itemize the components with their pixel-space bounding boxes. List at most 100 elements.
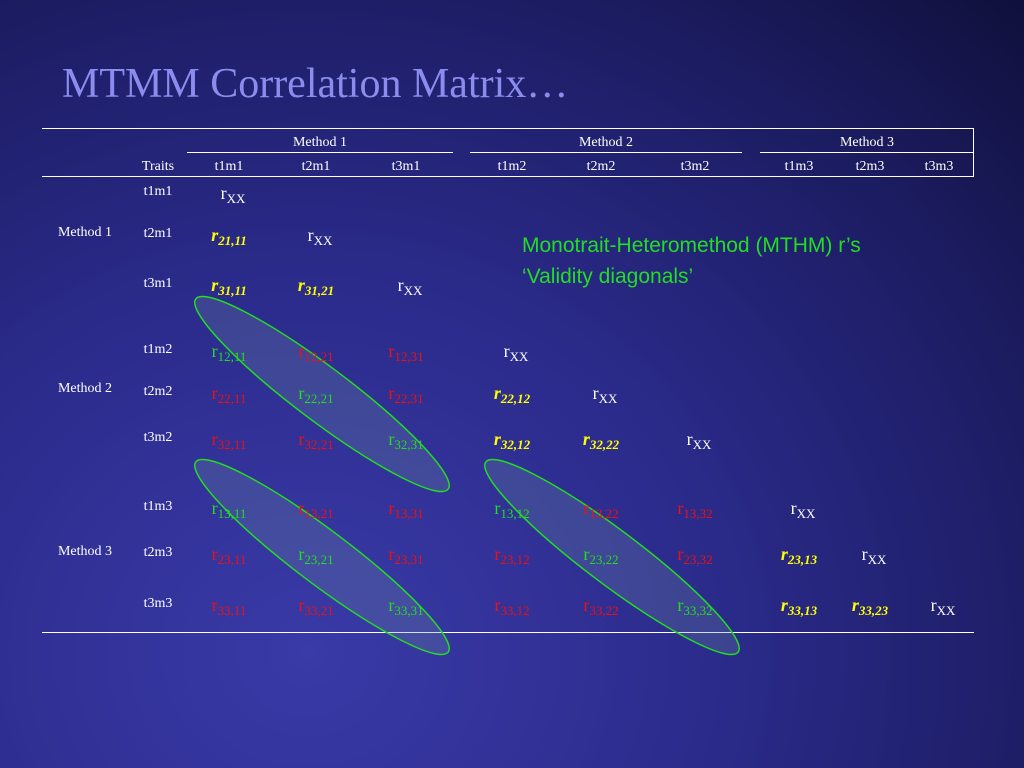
method2-span-rule <box>470 152 742 153</box>
row-label-t3m2: t3m2 <box>143 430 173 445</box>
cell-subscript: 23,12 <box>500 552 530 567</box>
matrix-cell-t2m2-t1m1: r22,11 <box>212 384 247 405</box>
cell-base: r <box>780 544 788 564</box>
column-header-t1m1: t1m1 <box>214 159 244 174</box>
mthm-annotation-line1: Monotrait-Heteromethod (MTHM) r’s <box>522 234 861 257</box>
cell-subscript: 23,32 <box>683 552 713 567</box>
cell-base: r <box>582 429 590 449</box>
cell-base: r <box>298 383 305 403</box>
column-header-t3m1: t3m1 <box>391 159 421 174</box>
cell-subscript: 33,31 <box>394 603 424 618</box>
cell-base: r <box>388 383 395 403</box>
matrix-cell-t2m1-t1m1: r21,11 <box>211 226 247 247</box>
matrix-cell-t3m1-t2m1: r31,21 <box>298 276 334 297</box>
cell-base: r <box>298 341 305 361</box>
cell-subscript: XX <box>936 603 956 618</box>
cell-subscript: 33,11 <box>217 603 247 618</box>
cell-subscript: 23,22 <box>589 552 619 567</box>
cell-base: r <box>297 275 305 295</box>
cell-subscript: 33,23 <box>858 603 889 618</box>
cell-base: r <box>211 275 219 295</box>
cell-subscript: 13,31 <box>394 506 424 521</box>
cell-subscript: 32,31 <box>394 437 424 452</box>
cell-subscript: 22,12 <box>500 391 531 406</box>
cell-subscript: 13,22 <box>589 506 619 521</box>
matrix-cell-t3m3-t3m2: r33,32 <box>677 596 712 617</box>
cell-subscript: 32,22 <box>589 437 620 452</box>
cell-base: r <box>494 544 501 564</box>
cell-subscript: 23,31 <box>394 552 424 567</box>
cell-base: r <box>930 595 937 615</box>
cell-base: r <box>388 544 395 564</box>
cell-subscript: 12,31 <box>394 349 424 364</box>
cell-base: r <box>298 498 305 518</box>
cell-subscript: XX <box>796 506 816 521</box>
matrix-cell-t3m2-t2m2: r32,22 <box>583 430 619 451</box>
matrix-cell-t3m1-t3m1: rXX <box>398 276 423 297</box>
matrix-cell-t3m3-t2m2: r33,22 <box>583 596 618 617</box>
cell-base: r <box>220 183 227 203</box>
cell-subscript: 12,21 <box>304 349 334 364</box>
matrix-cell-t2m2-t1m2: r22,12 <box>494 384 530 405</box>
matrix-cell-t1m3-t3m2: r13,32 <box>677 499 712 520</box>
cell-base: r <box>780 595 788 615</box>
cell-base: r <box>298 544 305 564</box>
matrix-cell-t2m3-t3m1: r23,31 <box>388 545 423 566</box>
matrix-cell-t1m2-t3m1: r12,31 <box>388 342 423 363</box>
row-group-method-1: Method 1 <box>57 225 113 240</box>
row-group-method-2: Method 2 <box>57 381 113 396</box>
table-right-border <box>973 128 974 177</box>
cell-base: r <box>592 383 599 403</box>
matrix-cell-t2m3-t2m2: r23,22 <box>583 545 618 566</box>
cell-subscript: 33,13 <box>787 603 818 618</box>
cell-subscript: 32,12 <box>500 437 531 452</box>
cell-base: r <box>494 595 501 615</box>
matrix-cell-t1m2-t2m1: r12,21 <box>298 342 333 363</box>
matrix-cell-t1m3-t2m2: r13,22 <box>583 499 618 520</box>
column-header-t1m3: t1m3 <box>784 159 814 174</box>
cell-base: r <box>677 498 684 518</box>
cell-base: r <box>583 595 590 615</box>
matrix-cell-t3m2-t3m1: r32,31 <box>388 430 423 451</box>
cell-base: r <box>583 498 590 518</box>
cell-subscript: 22,31 <box>394 391 424 406</box>
matrix-cell-t2m3-t1m2: r23,12 <box>494 545 529 566</box>
matrix-cell-t1m1-t1m1: rXX <box>221 184 246 205</box>
row-group-method-3: Method 3 <box>57 544 113 559</box>
cell-base: r <box>503 341 510 361</box>
column-header-t2m2: t2m2 <box>586 159 616 174</box>
cell-subscript: XX <box>867 552 887 567</box>
matrix-cell-t2m3-t1m3: r23,13 <box>781 545 817 566</box>
cell-subscript: 22,21 <box>304 391 334 406</box>
cell-subscript: XX <box>313 233 333 248</box>
cell-base: r <box>211 341 218 361</box>
cell-base: r <box>211 225 219 245</box>
cell-base: r <box>298 429 305 449</box>
cell-base: r <box>307 225 314 245</box>
cell-base: r <box>493 383 501 403</box>
cell-subscript: 33,12 <box>500 603 530 618</box>
table-header-rule <box>42 176 974 177</box>
cell-subscript: 33,32 <box>683 603 713 618</box>
cell-subscript: 32,21 <box>304 437 334 452</box>
matrix-cell-t3m3-t1m1: r33,11 <box>212 596 247 617</box>
cell-subscript: 13,32 <box>683 506 713 521</box>
cell-subscript: XX <box>598 391 618 406</box>
cell-base: r <box>583 544 590 564</box>
cell-base: r <box>388 595 395 615</box>
matrix-cell-t1m3-t1m3: rXX <box>791 499 816 520</box>
matrix-cell-t1m2-t1m2: rXX <box>504 342 529 363</box>
cell-base: r <box>388 341 395 361</box>
cell-base: r <box>397 275 404 295</box>
row-label-t2m2: t2m2 <box>143 384 173 399</box>
matrix-cell-t3m3-t2m1: r33,21 <box>298 596 333 617</box>
cell-subscript: XX <box>403 283 423 298</box>
cell-subscript: 13,12 <box>500 506 530 521</box>
matrix-cell-t3m3-t2m3: r33,23 <box>852 596 888 617</box>
matrix-cell-t2m3-t2m1: r23,21 <box>298 545 333 566</box>
method3-span-rule <box>760 152 974 153</box>
cell-subscript: 13,11 <box>217 506 247 521</box>
row-label-t3m1: t3m1 <box>143 276 173 291</box>
matrix-cell-t1m3-t2m1: r13,21 <box>298 499 333 520</box>
matrix-cell-t1m3-t3m1: r13,31 <box>388 499 423 520</box>
